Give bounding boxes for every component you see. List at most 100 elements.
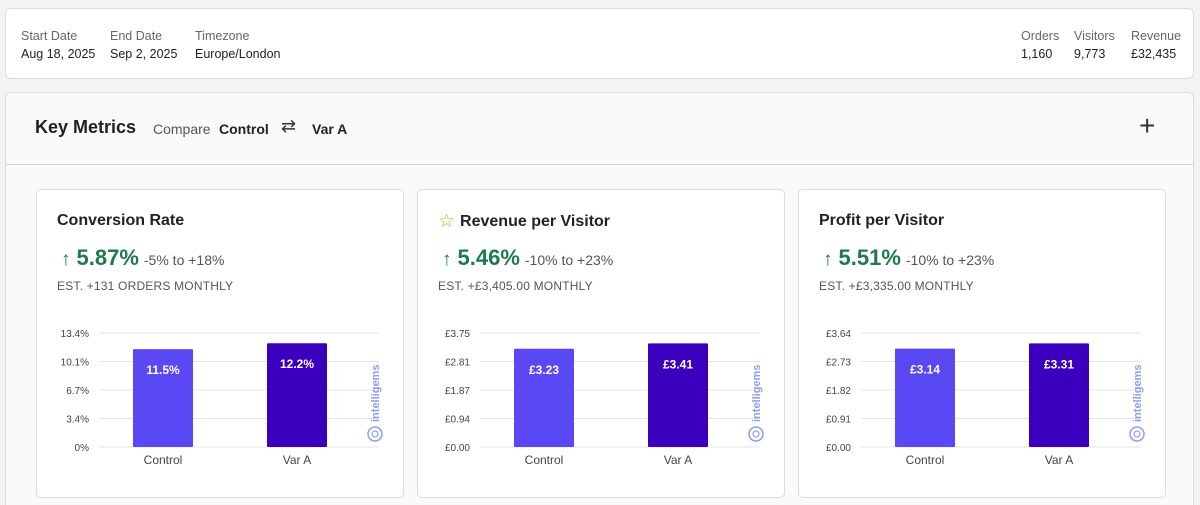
key-metrics-panel: Key Metrics Compare Control ⇄ Var A + Co…	[5, 92, 1194, 505]
timezone-value: Europe/London	[195, 47, 281, 61]
lift-range: -10% to +23%	[905, 252, 995, 268]
watermark-text: intelligems	[370, 365, 382, 422]
bar-var-a[interactable]	[648, 343, 708, 447]
watermark-logo-inner-icon	[752, 430, 760, 438]
watermark-logo-inner-icon	[371, 430, 379, 438]
lift-row: ↑ 5.51% -10% to +23%	[823, 245, 994, 271]
y-tick-label: 3.4%	[66, 415, 89, 426]
y-tick-label: 6.7%	[66, 386, 89, 397]
lift-row: ↑ 5.46% -10% to +23%	[442, 245, 613, 271]
y-tick-label: £0.91	[826, 415, 851, 426]
watermark-text: intelligems	[1132, 365, 1144, 422]
swap-icon[interactable]: ⇄	[281, 116, 297, 136]
end-date-label: End Date	[110, 29, 163, 43]
visitors-value: 9,773	[1074, 47, 1106, 61]
compare-control-select[interactable]: Control	[219, 121, 269, 137]
bar-value-label: 12.2%	[280, 357, 314, 371]
timezone-field[interactable]: Timezone Europe/London	[195, 28, 281, 62]
panel-header: Key Metrics Compare Control ⇄ Var A +	[6, 93, 1193, 165]
estimate-text: EST. +131 ORDERS MONTHLY	[57, 279, 234, 293]
watermark-logo-icon	[367, 426, 383, 442]
y-tick-label: £0.00	[445, 443, 470, 454]
card-title: Profit per Visitor	[819, 212, 944, 230]
metric-card-profit-per-visitor: Profit per Visitor ↑ 5.51% -10% to +23% …	[798, 189, 1166, 498]
y-tick-label: £1.82	[826, 386, 851, 397]
y-tick-label: £2.81	[445, 358, 470, 369]
y-tick-label: £0.00	[826, 443, 851, 454]
arrow-up-icon: ↑	[823, 249, 833, 270]
bar-value-label: £3.23	[529, 363, 559, 377]
y-tick-label: £2.73	[826, 358, 851, 369]
start-date-field[interactable]: Start Date Aug 18, 2025	[21, 28, 95, 62]
watermark-text: intelligems	[751, 365, 763, 422]
bar-var-a[interactable]	[267, 343, 327, 447]
y-tick-label: 10.1%	[61, 358, 89, 369]
watermark-logo-icon	[748, 426, 764, 442]
watermark-logo-icon	[1129, 426, 1145, 442]
lift-value: 5.46%	[457, 245, 520, 270]
revenue-label: Revenue	[1131, 29, 1182, 43]
orders-label: Orders	[1021, 29, 1060, 43]
lift-range: -5% to +18%	[143, 252, 225, 268]
bar-control[interactable]	[133, 349, 193, 447]
arrow-up-icon: ↑	[442, 249, 452, 270]
x-tick-label: Var A	[1045, 453, 1073, 467]
date-range-bar: Start Date Aug 18, 2025 End Date Sep 2, …	[5, 8, 1194, 79]
start-date-label: Start Date	[21, 29, 78, 43]
star-icon[interactable]: ☆	[438, 211, 456, 232]
visitors-stat: Visitors 9,773	[1074, 28, 1115, 62]
estimate-text: EST. +£3,405.00 MONTHLY	[438, 279, 593, 293]
bar-chart: £3.64 £2.73 £1.82 £0.91 £0.00 £3.14 Control £3.…	[826, 329, 1145, 467]
bar-chart: £3.75 £2.81 £1.87 £0.94 £0.00 £3.23 Control £3.…	[445, 329, 764, 467]
estimate-text: EST. +£3,335.00 MONTHLY	[819, 279, 974, 293]
y-tick-label: £3.64	[826, 329, 851, 340]
bar-value-label: £3.14	[910, 363, 940, 377]
arrow-up-icon: ↑	[61, 249, 71, 270]
x-tick-label: Control	[906, 453, 945, 467]
card-title-text: Profit per Visitor	[819, 212, 945, 229]
panel-title: Key Metrics	[35, 117, 137, 137]
x-tick-label: Var A	[283, 453, 311, 467]
bar-value-label: £3.31	[1044, 357, 1074, 371]
orders-stat: Orders 1,160	[1021, 28, 1059, 62]
card-title: Conversion Rate	[57, 212, 184, 230]
timezone-label: Timezone	[195, 29, 250, 43]
watermark-logo-inner-icon	[1133, 430, 1141, 438]
end-date-value: Sep 2, 2025	[110, 47, 178, 61]
start-date-value: Aug 18, 2025	[21, 47, 96, 61]
intelligems-watermark: intelligems	[1129, 365, 1145, 442]
lift-value: 5.51%	[838, 245, 901, 270]
lift-range: -10% to +23%	[524, 252, 614, 268]
intelligems-watermark: intelligems	[748, 365, 764, 442]
metric-card-revenue-per-visitor: ☆ Revenue per Visitor ↑ 5.46% -10% to +2…	[417, 189, 785, 498]
card-title: ☆ Revenue per Visitor	[438, 212, 610, 231]
lift-row: ↑ 5.87% -5% to +18%	[61, 245, 224, 271]
compare-label: Compare	[153, 121, 211, 137]
y-tick-label: £0.94	[445, 415, 470, 426]
visitors-label: Visitors	[1074, 29, 1115, 43]
bar-var-a[interactable]	[1029, 343, 1089, 447]
metric-card-conversion-rate: Conversion Rate ↑ 5.87% -5% to +18% EST.…	[36, 189, 404, 498]
y-tick-label: 0%	[75, 443, 90, 454]
revenue-stat: Revenue £32,435	[1131, 28, 1181, 62]
x-tick-label: Var A	[664, 453, 692, 467]
add-metric-button[interactable]: +	[1139, 110, 1156, 141]
bar-control[interactable]	[514, 348, 574, 447]
lift-value: 5.87%	[76, 245, 139, 270]
card-title-text: Revenue per Visitor	[460, 212, 611, 230]
end-date-field[interactable]: End Date Sep 2, 2025	[110, 28, 177, 62]
y-tick-label: £3.75	[445, 329, 470, 340]
revenue-value: £32,435	[1131, 47, 1177, 61]
y-tick-label: 13.4%	[61, 329, 89, 340]
card-title-text: Conversion Rate	[57, 212, 185, 229]
x-tick-label: Control	[525, 453, 564, 467]
bar-chart: 13.4% 10.1% 6.7% 3.4% 0% 11.5% Control 12.2% Var…	[61, 329, 383, 467]
intelligems-watermark: intelligems	[367, 365, 383, 442]
bar-value-label: 11.5%	[146, 363, 180, 377]
bar-value-label: £3.41	[663, 357, 693, 371]
bar-control[interactable]	[895, 348, 955, 447]
x-tick-label: Control	[144, 453, 183, 467]
y-tick-label: £1.87	[445, 386, 470, 397]
compare-variant-select[interactable]: Var A	[312, 121, 348, 137]
orders-value: 1,160	[1021, 47, 1053, 61]
